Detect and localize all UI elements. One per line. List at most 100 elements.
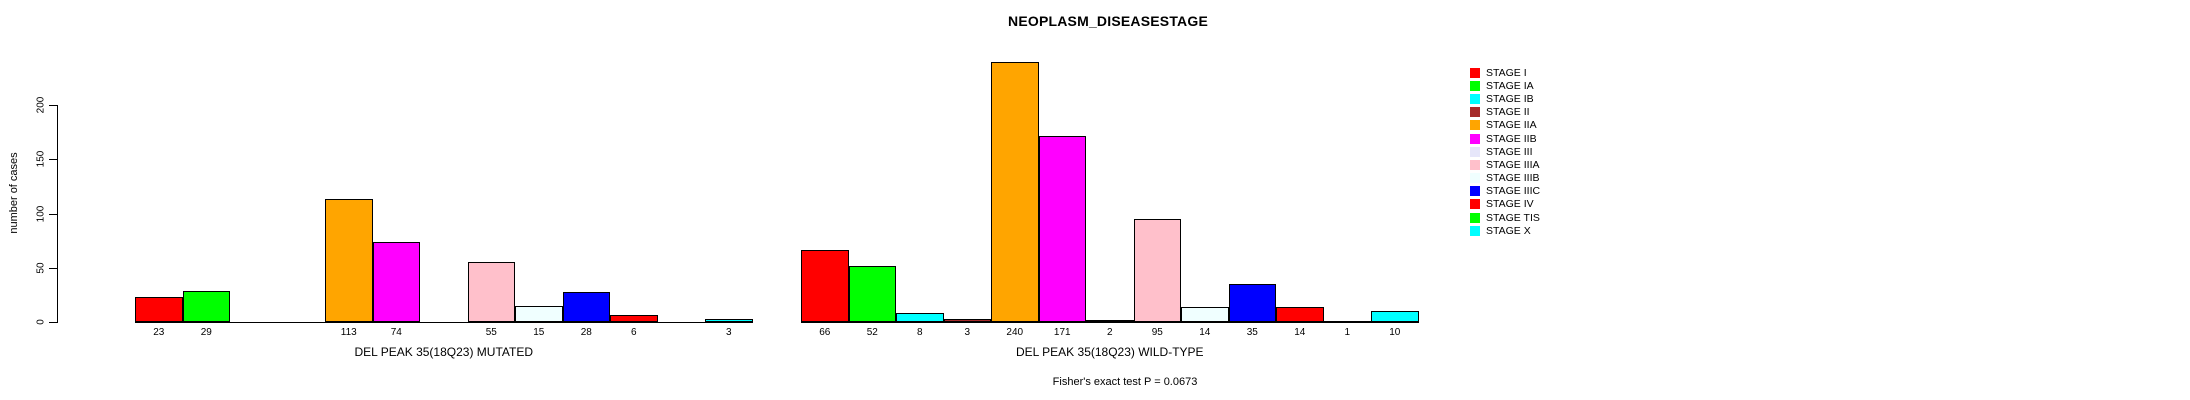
legend-swatch-icon <box>1470 225 1480 236</box>
legend-label: STAGE IV <box>1486 198 1534 211</box>
bar <box>848 266 896 322</box>
legend-entry: STAGE IIIC <box>1470 185 1540 198</box>
legend-label: STAGE IIIC <box>1486 185 1541 198</box>
x-axis-group-label: DEL PEAK 35(18Q23) MUTATED <box>354 345 534 359</box>
legend-label: STAGE IIB <box>1486 132 1537 145</box>
bar <box>562 292 610 322</box>
legend-label: STAGE I <box>1486 66 1527 79</box>
legend-label: STAGE IIA <box>1486 119 1537 132</box>
bar-value-label: 3 <box>964 327 971 338</box>
bar <box>182 291 230 322</box>
y-axis-tick-label: 100 <box>35 205 47 222</box>
bar-value-label: 113 <box>340 327 357 338</box>
legend-label: STAGE TIS <box>1486 211 1540 224</box>
y-axis-tick-label: 150 <box>35 150 47 168</box>
bar <box>1086 320 1134 322</box>
legend-swatch-icon <box>1470 146 1480 157</box>
legend-label: STAGE X <box>1486 224 1531 237</box>
bar <box>1276 307 1324 322</box>
bar <box>991 62 1039 322</box>
y-axis-tick <box>49 267 57 269</box>
bar <box>1181 307 1229 322</box>
bar-value-label: 240 <box>1006 327 1024 338</box>
bar <box>801 250 849 322</box>
bar <box>943 319 991 322</box>
legend-swatch-icon <box>1470 199 1480 210</box>
legend-swatch-icon <box>1470 186 1480 197</box>
legend-entry: STAGE IIIB <box>1470 172 1540 185</box>
bar-value-label: 14 <box>1199 327 1211 338</box>
legend-entry: STAGE IA <box>1470 79 1540 92</box>
legend-entry: STAGE IIB <box>1470 132 1540 145</box>
legend-label: STAGE IB <box>1486 92 1534 105</box>
legend-swatch-icon <box>1470 159 1480 170</box>
legend-label: STAGE IIIA <box>1486 158 1540 171</box>
bar-value-label: 6 <box>630 327 637 338</box>
legend-label: STAGE IIIB <box>1486 172 1540 185</box>
bar <box>515 306 563 322</box>
bar-value-label: 28 <box>580 327 592 338</box>
legend-entry: STAGE X <box>1470 224 1540 237</box>
legend-swatch-icon <box>1470 133 1480 144</box>
bar <box>1038 136 1086 322</box>
bar-value-label: 171 <box>1053 327 1071 338</box>
bar-value-label: 55 <box>485 327 497 338</box>
legend-entry: STAGE IV <box>1470 198 1540 211</box>
bar-value-label: 74 <box>390 327 402 338</box>
bar-value-label: 2 <box>1106 327 1113 338</box>
bar <box>372 242 420 322</box>
legend: STAGE I STAGE IA STAGE IB STAGE II STAGE IIA… <box>1470 66 1540 237</box>
group-baseline <box>801 322 1419 323</box>
bar-value-label: 14 <box>1294 327 1306 338</box>
legend-entry: STAGE II <box>1470 106 1540 119</box>
legend-entry: STAGE TIS <box>1470 211 1540 224</box>
bar-value-label: 15 <box>533 327 545 338</box>
bar-value-label: 8 <box>916 327 923 338</box>
bar <box>325 199 373 322</box>
legend-swatch-icon <box>1470 93 1480 104</box>
bar <box>896 313 944 322</box>
legend-swatch-icon <box>1470 80 1480 91</box>
group-baseline <box>135 322 753 323</box>
bar-value-label: 29 <box>200 327 212 338</box>
bar-value-label: 52 <box>866 327 878 338</box>
y-axis-tick-label: 50 <box>35 262 47 274</box>
bar-value-label: 23 <box>153 327 165 338</box>
chart-title: NEOPLASM_DISEASESTAGE <box>1008 13 1208 29</box>
x-axis-group-label: DEL PEAK 35(18Q23) WILD-TYPE <box>1015 345 1204 359</box>
bar <box>610 315 658 322</box>
legend-entry: STAGE III <box>1470 145 1540 158</box>
fisher-test-annotation: Fisher's exact test P = 0.0673 <box>1052 376 1198 388</box>
legend-swatch-icon <box>1470 67 1480 78</box>
y-axis-tick <box>49 159 57 161</box>
bar-value-label: 3 <box>725 327 732 338</box>
bar-value-label: 1 <box>1344 327 1351 338</box>
legend-swatch-icon <box>1470 212 1480 223</box>
bar <box>705 319 753 322</box>
legend-entry: STAGE I <box>1470 66 1540 79</box>
y-axis-tick-label: 0 <box>35 319 47 325</box>
legend-swatch-icon <box>1470 173 1480 184</box>
legend-label: STAGE III <box>1486 145 1533 158</box>
legend-label: STAGE IA <box>1486 79 1534 92</box>
bar <box>135 297 183 322</box>
y-axis-tick-label: 200 <box>35 96 47 114</box>
legend-entry: STAGE IB <box>1470 92 1540 105</box>
legend-label: STAGE II <box>1486 106 1530 119</box>
bar <box>1228 284 1276 322</box>
bar <box>1371 311 1419 322</box>
bar-value-label: 10 <box>1389 327 1401 338</box>
y-axis-tick <box>49 322 57 323</box>
bar-value-label: 66 <box>819 327 831 338</box>
bar-value-label: 35 <box>1246 327 1258 338</box>
bar <box>467 262 515 322</box>
y-axis-line <box>57 105 58 323</box>
y-axis-tick <box>49 105 57 106</box>
legend-swatch-icon <box>1470 120 1480 131</box>
y-axis-tick <box>49 213 57 215</box>
legend-entry: STAGE IIIA <box>1470 158 1540 171</box>
y-axis-title: number of cases <box>8 152 20 234</box>
bar-value-label: 95 <box>1151 327 1163 338</box>
bar <box>1133 219 1181 322</box>
